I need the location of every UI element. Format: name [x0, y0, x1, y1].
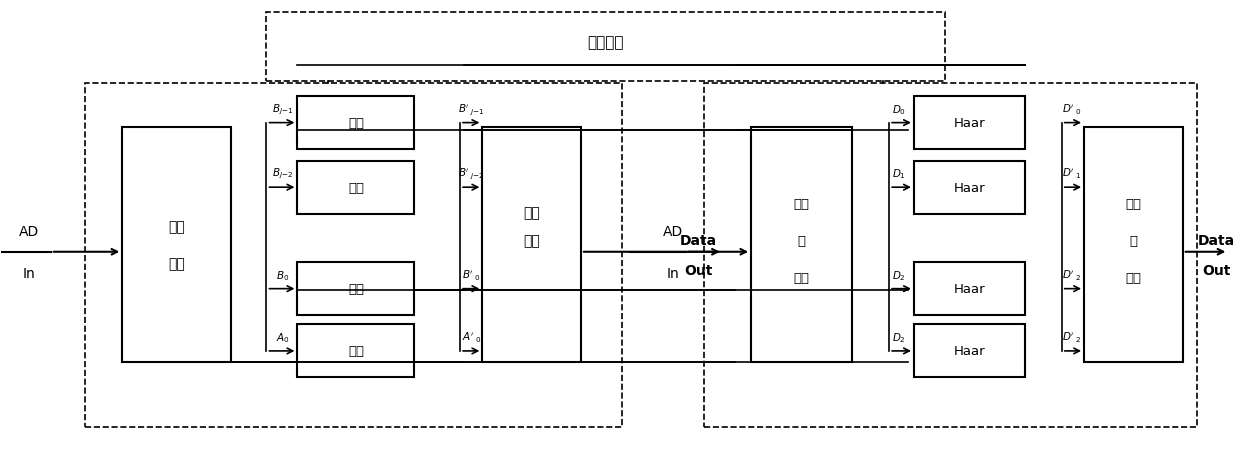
Text: AD: AD [663, 225, 683, 238]
Bar [914, 97, 1024, 150]
Text: Data: Data [680, 234, 717, 248]
Text: $B_0$: $B_0$ [277, 269, 289, 282]
Text: $D_0$: $D_0$ [892, 103, 906, 116]
Text: $D_1$: $D_1$ [892, 167, 906, 181]
Text: $B'_{\ j\mathrm{-}1}$: $B'_{\ j\mathrm{-}1}$ [458, 102, 485, 116]
Text: $D'_{\ 1}$: $D'_{\ 1}$ [1061, 167, 1081, 181]
Text: 数据: 数据 [794, 197, 810, 210]
Text: In: In [22, 266, 35, 280]
Text: $D'_{\ 2}$: $D'_{\ 2}$ [1061, 330, 1081, 344]
Text: $D_2$: $D_2$ [892, 269, 906, 282]
Text: $D_2$: $D_2$ [892, 331, 906, 344]
Bar [298, 325, 414, 378]
Bar [914, 263, 1024, 315]
Text: Haar: Haar [954, 282, 985, 295]
Text: $D'_{\ 2}$: $D'_{\ 2}$ [1061, 268, 1081, 282]
Text: 重构: 重构 [523, 234, 539, 248]
Text: $B'_{\ 0}$: $B'_{\ 0}$ [461, 268, 481, 282]
Text: 分解: 分解 [169, 257, 185, 271]
Bar [86, 84, 621, 427]
Bar [123, 128, 231, 363]
Text: 滤波: 滤波 [348, 344, 363, 357]
Text: 拆分: 拆分 [794, 271, 810, 284]
Text: AD: AD [19, 225, 38, 238]
Text: 信号: 信号 [523, 206, 539, 220]
Text: Out: Out [684, 263, 712, 278]
Text: 模块封装: 模块封装 [588, 35, 624, 50]
Text: $A_0$: $A_0$ [275, 331, 289, 344]
Bar [914, 161, 1024, 214]
Text: 流: 流 [1130, 234, 1137, 247]
Text: Haar: Haar [954, 344, 985, 357]
Bar [267, 13, 945, 82]
Text: 滤波: 滤波 [348, 282, 363, 295]
Bar [298, 263, 414, 315]
Bar [751, 128, 852, 363]
Text: 数据: 数据 [1126, 197, 1141, 210]
Text: In: In [667, 266, 680, 280]
Bar [482, 128, 580, 363]
Text: Haar: Haar [954, 181, 985, 194]
Text: 流: 流 [797, 234, 806, 247]
Text: 滤波: 滤波 [348, 117, 363, 130]
Bar [298, 97, 414, 150]
Bar [704, 84, 1198, 427]
Text: $D'_{\ 0}$: $D'_{\ 0}$ [1061, 102, 1081, 116]
Text: Haar: Haar [954, 117, 985, 130]
Text: 合并: 合并 [1126, 271, 1141, 284]
Text: 滤波: 滤波 [348, 181, 363, 194]
Text: $A'_{\ 0}$: $A'_{\ 0}$ [461, 330, 481, 344]
Text: 信号: 信号 [169, 220, 185, 234]
Text: $B_{j\mathrm{-}1}$: $B_{j\mathrm{-}1}$ [272, 102, 293, 116]
Text: $B_{j\mathrm{-}2}$: $B_{j\mathrm{-}2}$ [272, 167, 293, 181]
Bar [298, 161, 414, 214]
Text: Data: Data [1198, 234, 1235, 248]
Text: Out: Out [1202, 263, 1230, 278]
Bar [1084, 128, 1183, 363]
Text: $B'_{\ j\mathrm{-}2}$: $B'_{\ j\mathrm{-}2}$ [458, 166, 485, 181]
Bar [914, 325, 1024, 378]
